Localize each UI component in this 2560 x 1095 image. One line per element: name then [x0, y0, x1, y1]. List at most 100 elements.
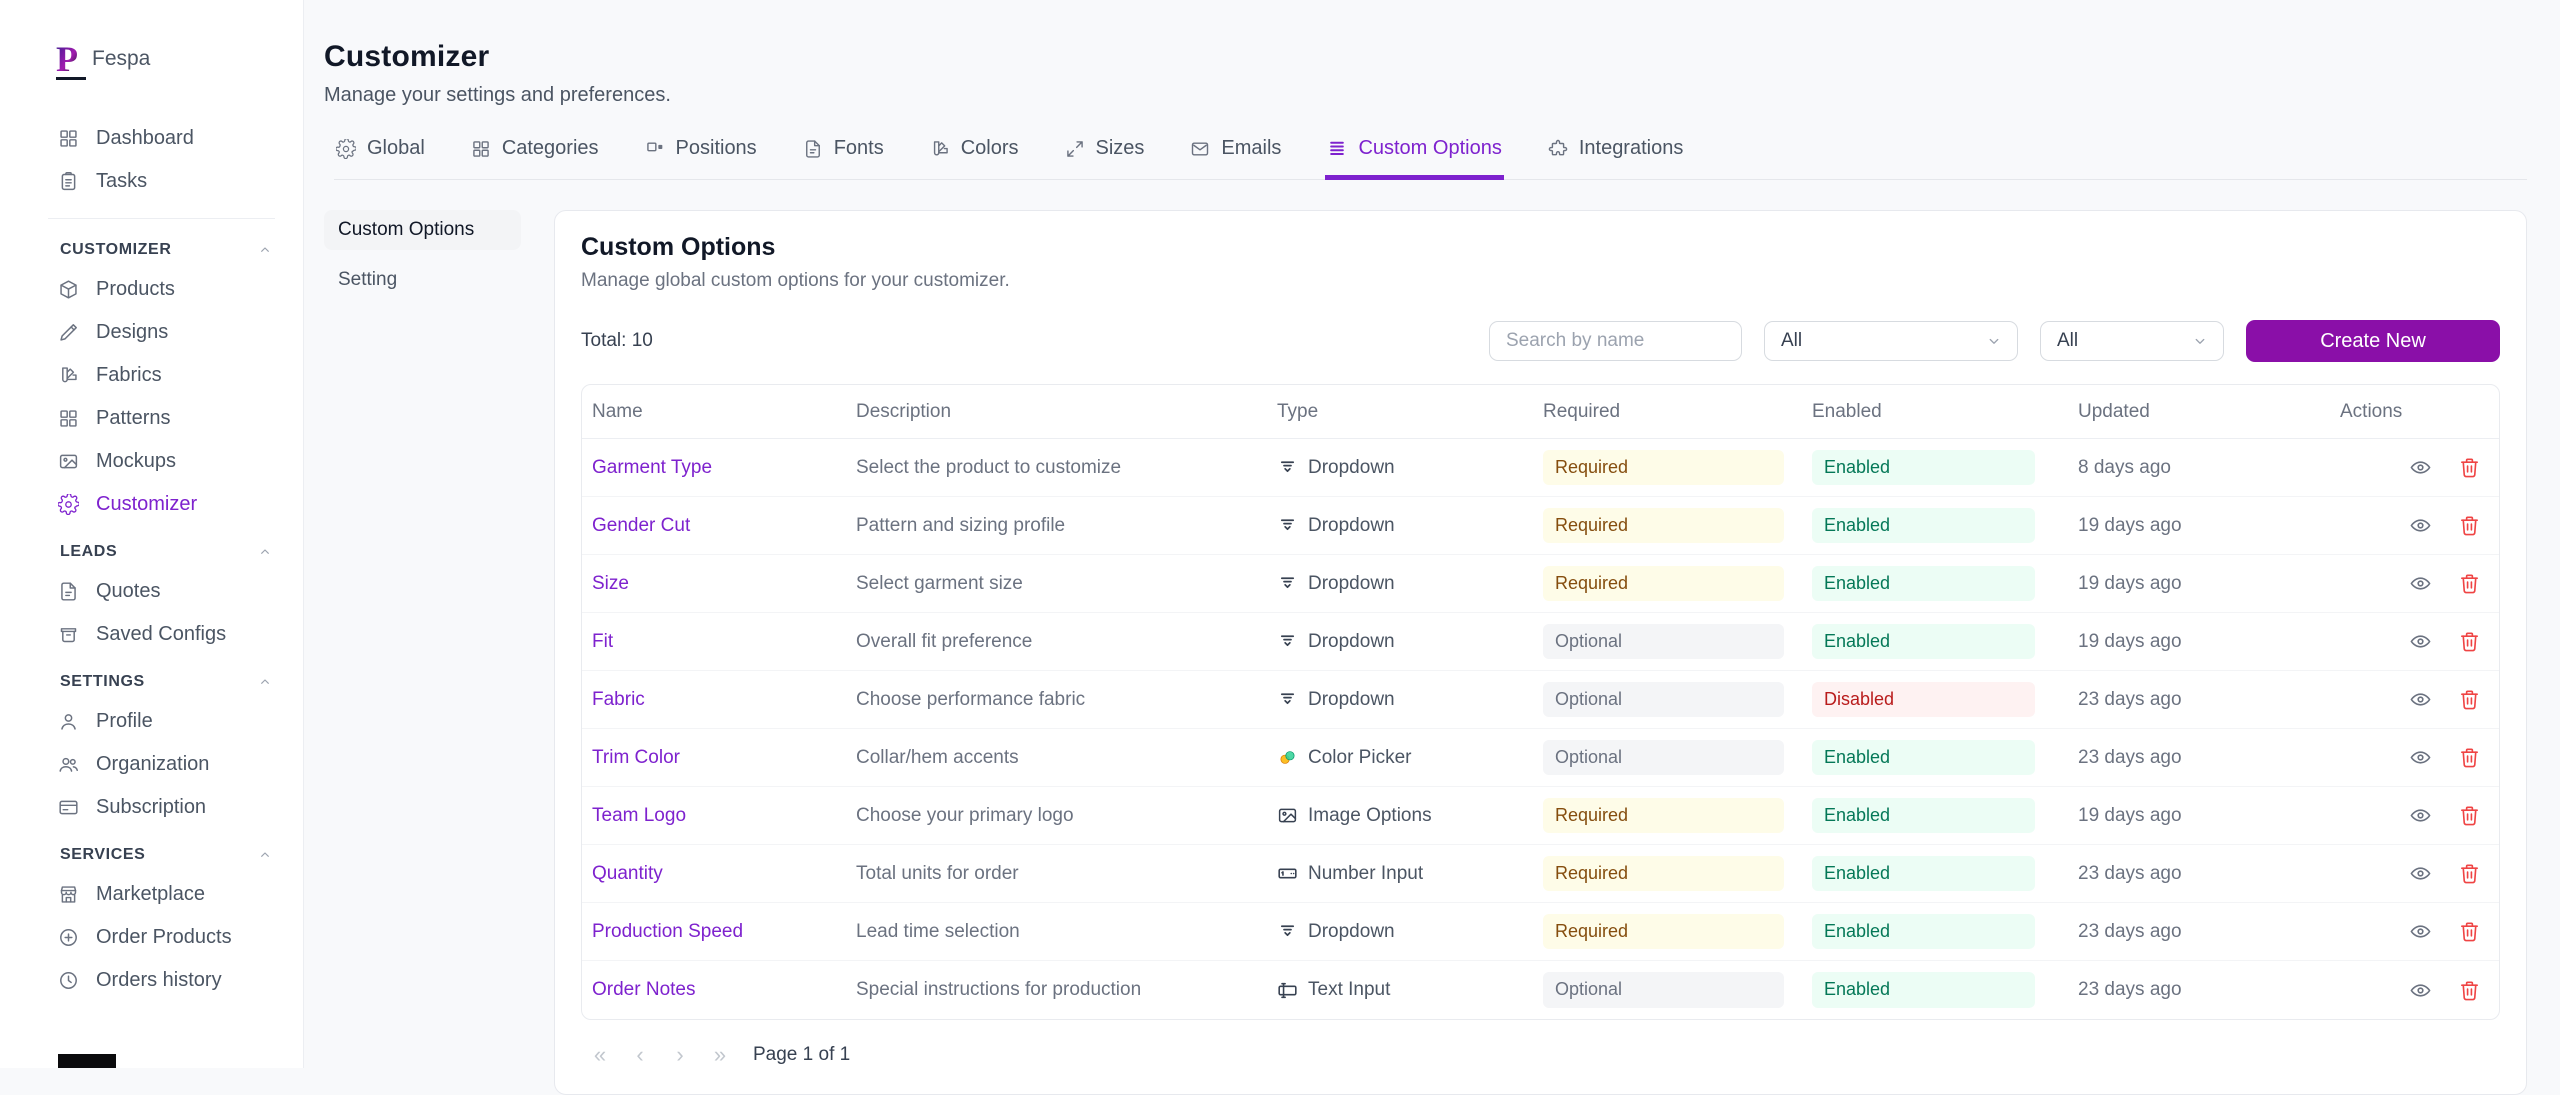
option-name-link[interactable]: Fit — [592, 630, 614, 652]
view-button[interactable] — [2409, 630, 2432, 653]
archive-icon — [58, 624, 79, 645]
puzzle-icon — [1548, 139, 1568, 159]
text-input-icon — [1277, 980, 1298, 1001]
sidebar-item-designs[interactable]: Designs — [56, 312, 275, 353]
sidebar-item-organization[interactable]: Organization — [56, 744, 275, 785]
option-description: Select garment size — [856, 572, 1023, 594]
delete-button[interactable] — [2458, 862, 2481, 885]
sidebar-section-header-settings[interactable]: SETTINGS — [56, 665, 275, 699]
sidebar-item-orders-history[interactable]: Orders history — [56, 960, 275, 1001]
sidebar-item-subscription[interactable]: Subscription — [56, 787, 275, 828]
option-description: Special instructions for production — [856, 979, 1142, 1000]
option-name-link[interactable]: Team Logo — [592, 804, 687, 826]
tab-integrations[interactable]: Integrations — [1546, 133, 1686, 180]
view-button[interactable] — [2409, 456, 2432, 479]
view-button[interactable] — [2409, 920, 2432, 943]
tab-global[interactable]: Global — [334, 133, 427, 180]
color-picker-icon — [1277, 747, 1298, 768]
delete-button[interactable] — [2458, 746, 2481, 769]
tab-sizes[interactable]: Sizes — [1063, 133, 1147, 180]
option-name-link[interactable]: Production Speed — [592, 920, 744, 942]
sidebar-section-header-leads[interactable]: LEADS — [56, 535, 275, 569]
custom-options-table: Name Description Type Required Enabled Update… — [581, 384, 2500, 1020]
sidebar-item-dashboard[interactable]: Dashboard — [56, 118, 275, 159]
updated-timestamp: 23 days ago — [2078, 862, 2182, 884]
option-type: Dropdown — [1267, 515, 1533, 537]
delete-button[interactable] — [2458, 514, 2481, 537]
option-name-link[interactable]: Size — [592, 572, 629, 594]
option-name-link[interactable]: Order Notes — [592, 979, 696, 1000]
view-button[interactable] — [2409, 746, 2432, 769]
option-name-link[interactable]: Trim Color — [592, 746, 680, 768]
sidebar-item-saved-configs[interactable]: Saved Configs — [56, 614, 275, 655]
sidebar-item-order-products[interactable]: Order Products — [56, 917, 275, 958]
chevron-down-icon — [1985, 332, 2003, 350]
delete-button[interactable] — [2458, 979, 2481, 1002]
view-button[interactable] — [2409, 862, 2432, 885]
view-button[interactable] — [2409, 688, 2432, 711]
box-icon — [58, 279, 79, 300]
view-button[interactable] — [2409, 979, 2432, 1002]
sidebar-item-patterns[interactable]: Patterns — [56, 398, 275, 439]
tab-label: Positions — [675, 137, 757, 159]
chevron-up-icon — [257, 242, 273, 258]
view-button[interactable] — [2409, 572, 2432, 595]
sidebar-item-marketplace[interactable]: Marketplace — [56, 874, 275, 915]
enabled-badge: Enabled — [1812, 855, 2035, 892]
sidebar-item-tasks[interactable]: Tasks — [56, 161, 275, 202]
tab-positions[interactable]: Positions — [643, 133, 759, 180]
required-badge: Optional — [1543, 681, 1784, 718]
table-row-fabric: Fabric Choose performance fabric Dropdown O… — [582, 671, 2499, 729]
search-input[interactable] — [1489, 321, 1742, 361]
updated-timestamp: 19 days ago — [2078, 572, 2182, 594]
view-button[interactable] — [2409, 514, 2432, 537]
delete-button[interactable] — [2458, 572, 2481, 595]
pagination-last-button[interactable]: » — [705, 1040, 735, 1070]
required-badge: Required — [1543, 449, 1784, 486]
option-name-link[interactable]: Quantity — [592, 862, 663, 884]
pagination-first-button[interactable]: « — [585, 1040, 615, 1070]
sidebar-item-customizer[interactable]: Customizer — [56, 484, 275, 525]
sidebar-item-quotes[interactable]: Quotes — [56, 571, 275, 612]
brand[interactable]: P Fespa — [56, 41, 275, 80]
subnav-item-custom-options[interactable]: Custom Options — [324, 210, 521, 250]
tab-emails[interactable]: Emails — [1188, 133, 1283, 180]
create-new-button[interactable]: Create New — [2246, 320, 2500, 362]
option-type: Dropdown — [1267, 689, 1533, 711]
sidebar-item-mockups[interactable]: Mockups — [56, 441, 275, 482]
sidebar-section-title: SERVICES — [60, 846, 146, 863]
sidebar-nav: Dashboard Tasks CUSTOMIZER Products Designs… — [48, 118, 275, 1001]
type-filter-select[interactable]: All — [1764, 321, 2018, 361]
row-actions — [2330, 979, 2499, 1002]
sidebar-item-label: Profile — [96, 710, 153, 732]
option-name-link[interactable]: Garment Type — [592, 456, 713, 478]
sidebar-item-fabrics[interactable]: Fabrics — [56, 355, 275, 396]
tab-label: Fonts — [833, 137, 884, 159]
delete-button[interactable] — [2458, 630, 2481, 653]
delete-button[interactable] — [2458, 920, 2481, 943]
tab-fonts[interactable]: Fonts — [801, 133, 886, 180]
option-description: Choose your primary logo — [856, 804, 1074, 826]
delete-button[interactable] — [2458, 688, 2481, 711]
dropdown-type-icon — [1277, 631, 1298, 652]
delete-button[interactable] — [2458, 456, 2481, 479]
option-name-link[interactable]: Gender Cut — [592, 514, 691, 536]
sidebar-section-header-customizer[interactable]: CUSTOMIZER — [56, 233, 275, 267]
row-actions — [2330, 630, 2499, 653]
tab-custom-options[interactable]: Custom Options — [1325, 133, 1504, 180]
file-icon — [58, 581, 79, 602]
subnav-item-setting[interactable]: Setting — [338, 269, 398, 290]
tab-colors[interactable]: Colors — [928, 133, 1021, 180]
option-type: Dropdown — [1267, 573, 1533, 595]
pagination-next-button[interactable]: › — [665, 1040, 695, 1070]
view-button[interactable] — [2409, 804, 2432, 827]
sidebar-item-profile[interactable]: Profile — [56, 701, 275, 742]
option-name-link[interactable]: Fabric — [592, 688, 645, 710]
status-filter-select[interactable]: All — [2040, 321, 2224, 361]
delete-button[interactable] — [2458, 804, 2481, 827]
pagination-prev-button[interactable]: ‹ — [625, 1040, 655, 1070]
tab-categories[interactable]: Categories — [469, 133, 601, 180]
option-description: Choose performance fabric — [856, 688, 1086, 710]
sidebar-item-products[interactable]: Products — [56, 269, 275, 310]
sidebar-section-header-services[interactable]: SERVICES — [56, 838, 275, 872]
